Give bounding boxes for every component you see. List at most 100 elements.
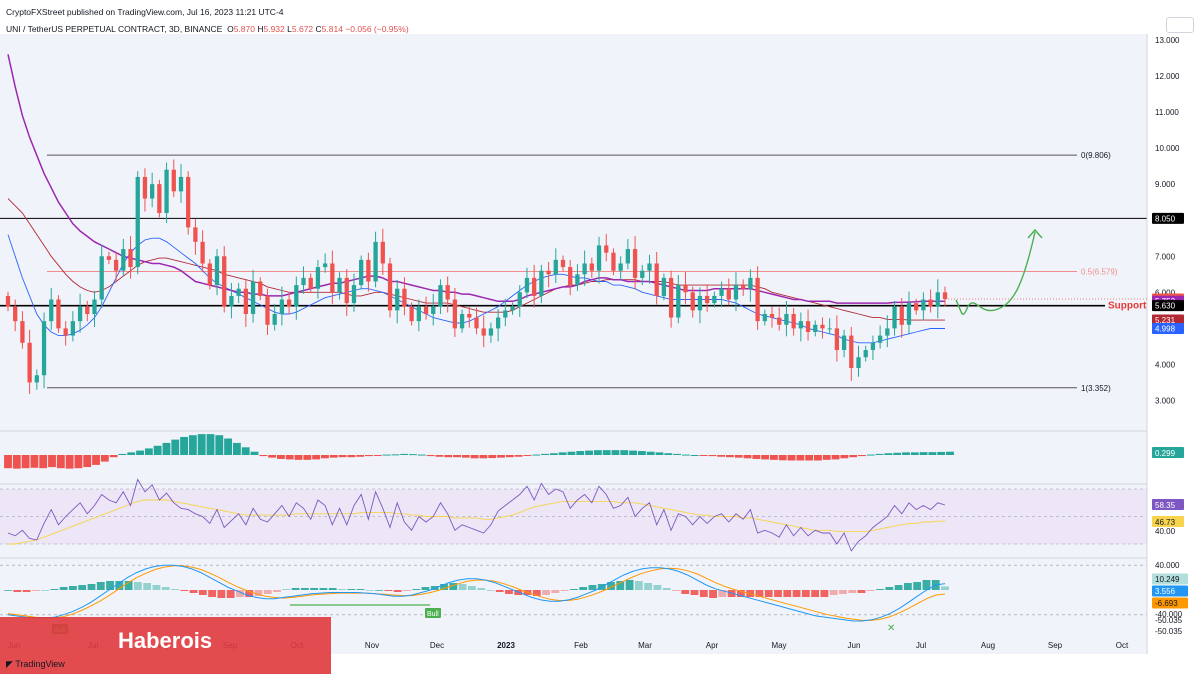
histogram-bar (92, 455, 100, 465)
level-label: 0(9.806) (1081, 151, 1111, 160)
ohlc-change: −0.056 (−0.95%) (345, 24, 409, 34)
candle-body (193, 227, 198, 242)
y-tick-label: 6.000 (1155, 288, 1176, 297)
candle-body (769, 313, 775, 318)
projection-arrowhead (1027, 228, 1043, 239)
osc-tag-bg (1152, 573, 1188, 585)
candle-body (467, 313, 472, 318)
candle-body (243, 288, 248, 314)
price-tag-text: 8.050 (1155, 214, 1176, 223)
osc-tag-text: -40.000 (1155, 610, 1183, 619)
osc-histogram-bar (913, 582, 922, 590)
histogram-bar (585, 450, 593, 455)
candle-body (899, 306, 904, 325)
osc-tag-bg (1152, 597, 1188, 609)
candle-body (142, 176, 148, 199)
candle-body (452, 299, 458, 329)
histogram-bar (83, 455, 92, 468)
candle-body (481, 328, 486, 336)
histogram-bar (294, 455, 303, 460)
histogram-bar (593, 450, 602, 455)
osc-histogram-bar (532, 590, 541, 596)
histogram-bar (717, 455, 726, 457)
histogram-bar (840, 455, 849, 459)
tradingview-logo[interactable]: ◤ TradingView (6, 659, 65, 670)
ohlc-close: 5.814 (321, 24, 343, 34)
candle-body (344, 277, 349, 304)
histogram-bar (259, 455, 268, 457)
candle-body (625, 249, 631, 264)
candle-body (921, 299, 926, 311)
histogram-bar (708, 455, 717, 457)
candle-body (640, 270, 645, 278)
osc-fast-line (7, 564, 946, 622)
x-tick-label: Nov (365, 641, 379, 650)
candle-body (820, 324, 825, 329)
histogram-bar (444, 455, 453, 458)
price-tag-text: 5.630 (1155, 302, 1176, 311)
osc-histogram-bar (226, 590, 235, 598)
histogram-bar (48, 455, 56, 468)
candle-body (265, 295, 270, 325)
x-tick-label: Dec (430, 641, 444, 650)
histogram-bar (778, 455, 787, 461)
candle-body (654, 263, 659, 296)
candle-body (798, 321, 803, 329)
osc-histogram-bar (477, 588, 486, 590)
osc-histogram-bar (505, 590, 513, 594)
histogram-bar (224, 438, 233, 455)
histogram-bar (30, 455, 39, 468)
candle-body (524, 277, 530, 293)
level-label: Support (1108, 301, 1147, 312)
ohlc-low-label: L (287, 24, 292, 34)
candle-body (611, 252, 616, 271)
candle-body (322, 263, 328, 268)
osc-histogram-bar (171, 589, 179, 590)
candle-body (236, 288, 241, 296)
candle-body (92, 299, 97, 314)
snapshot-camera-icon[interactable] (1166, 17, 1194, 33)
osc-histogram-bar (570, 589, 578, 590)
candle-body (488, 328, 494, 336)
histogram-bar (655, 452, 664, 455)
candle-body (49, 299, 54, 322)
published-line: CryptoFXStreet published on TradingView.… (6, 7, 284, 17)
x-tick-label: Jun (848, 641, 861, 650)
rsi-tag-bg (1152, 499, 1184, 510)
osc-histogram-bar (180, 590, 189, 591)
osc-histogram-bar (709, 590, 717, 598)
candle-body (286, 299, 292, 307)
histogram-bar (373, 455, 382, 456)
histogram-bar (479, 455, 488, 459)
rsi-tick: 40.00 (1155, 527, 1176, 536)
candle-body (632, 249, 638, 278)
osc-histogram-bar (801, 590, 810, 597)
osc-histogram-bar (393, 590, 402, 592)
candle-body (856, 357, 861, 369)
histogram-bar (620, 450, 629, 455)
candle-body (308, 277, 313, 289)
histogram-bar (814, 455, 822, 461)
osc-histogram-bar (273, 590, 281, 592)
histogram-bar (109, 455, 118, 458)
histogram-bar (12, 455, 21, 469)
histogram-bar (549, 453, 558, 455)
bull-badge-text: Bull (427, 611, 439, 618)
y-tick-label: 10.000 (1155, 144, 1180, 153)
histogram-bar (100, 455, 109, 462)
candle-body (150, 184, 155, 199)
candle-body (113, 259, 119, 271)
osc-histogram-bar (13, 590, 22, 592)
histogram-bar (197, 434, 206, 455)
ma-purple-line (7, 54, 945, 304)
rsi-ma-tag-bg (1152, 516, 1184, 527)
ohlc-high: 5.932 (263, 24, 285, 34)
osc-histogram-bar (217, 590, 226, 598)
histogram-bar (558, 452, 567, 455)
candle-body (863, 350, 868, 358)
osc-histogram-bar (263, 590, 272, 594)
histogram-bar (321, 455, 329, 459)
osc-histogram-bar (458, 584, 467, 590)
